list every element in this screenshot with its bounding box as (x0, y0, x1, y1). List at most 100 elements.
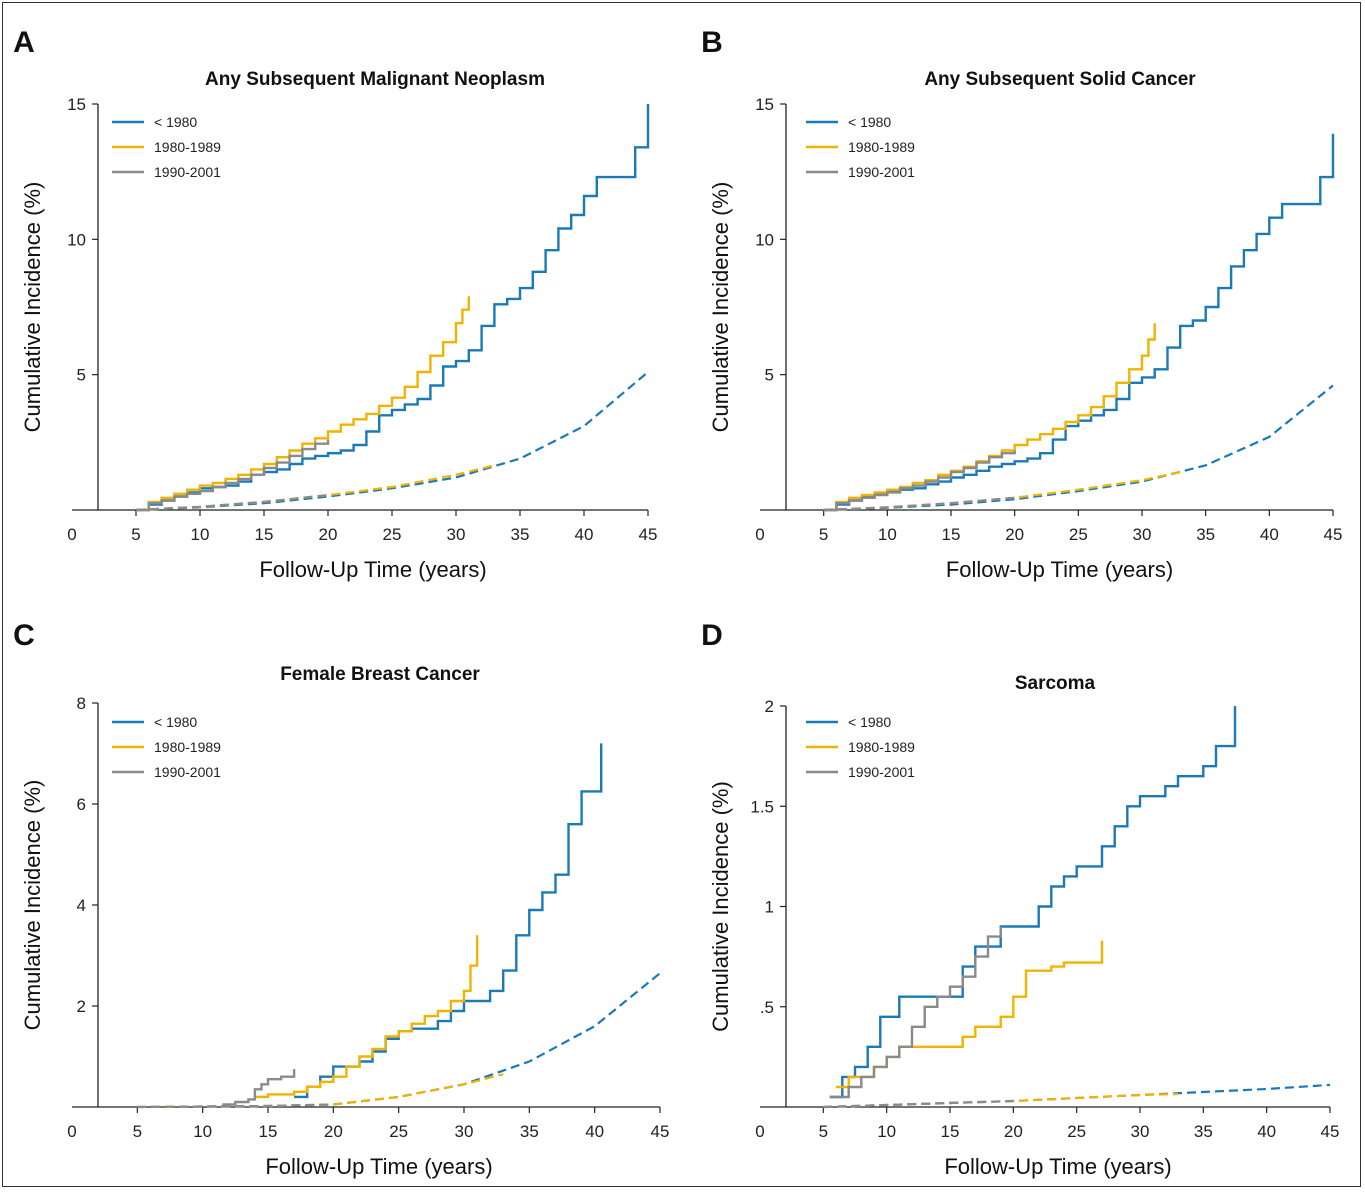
legend-label: < 1980 (154, 714, 197, 730)
x-tick-label: 5 (131, 525, 140, 544)
x-tick-label: 0 (67, 525, 76, 544)
x-tick-label: 35 (1196, 525, 1215, 544)
chart-title: Sarcoma (1015, 673, 1096, 694)
x-tick-label: 15 (942, 525, 961, 544)
panel-a: A Any Subsequent Malignant Neoplasm 0 5 10 15… (13, 26, 657, 582)
y-axis-label: Cumulative Incidence (%) (20, 780, 45, 1031)
x-tick-label: 30 (455, 1122, 474, 1141)
x-tick-label: 30 (1133, 525, 1152, 544)
x-tick-label: 0 (755, 525, 764, 544)
y-tick-label: 4 (77, 896, 86, 915)
x-tick-label: 45 (651, 1122, 670, 1141)
series-line-2 (829, 926, 1002, 1099)
x-tick-label: 5 (819, 1122, 828, 1141)
x-tick-label: 45 (1321, 1122, 1340, 1141)
y-tick-label: 15 (67, 95, 86, 114)
panel-d: D Sarcoma 0 5 10 15 20 25 30 35 40 45 .5 1 1.5 2 Follow-… (701, 619, 1339, 1179)
y-tick-label: 10 (755, 230, 774, 249)
series-line-0 (823, 133, 1335, 512)
x-axis-label: Follow-Up Time (years) (944, 1154, 1171, 1179)
x-tick-label: 25 (1069, 525, 1088, 544)
y-tick-label: 2 (765, 697, 774, 716)
y-tick-label: 10 (67, 230, 86, 249)
x-tick-label: 0 (67, 1122, 76, 1141)
x-tick-label: 20 (324, 1122, 343, 1141)
panel-letter: C (13, 619, 35, 652)
series-line-2 (823, 450, 1016, 512)
series-line-2 (222, 1069, 296, 1106)
expected-line-2 (135, 494, 329, 512)
panel-c: C Female Breast Cancer 0 5 10 15 20 25 30 35 40 45 2… (13, 619, 669, 1179)
chart-title: Any Subsequent Solid Cancer (924, 69, 1196, 90)
legend-label: 1980-1989 (154, 739, 221, 755)
legend-label: 1980-1989 (848, 139, 915, 155)
y-tick-label: 15 (755, 95, 774, 114)
x-tick-label: 35 (1194, 1122, 1213, 1141)
legend-label: < 1980 (848, 114, 891, 130)
x-axis-label: Follow-Up Time (years) (946, 557, 1173, 582)
y-tick-label: 1.5 (750, 797, 774, 816)
x-tick-label: 10 (191, 525, 210, 544)
x-tick-label: 5 (819, 525, 828, 544)
panel-letter: D (701, 619, 723, 652)
chart-title: Female Breast Cancer (280, 664, 480, 685)
x-tick-label: 25 (1067, 1122, 1086, 1141)
y-tick-label: 6 (77, 795, 86, 814)
x-axis-label: Follow-Up Time (years) (259, 557, 486, 582)
x-tick-label: 10 (193, 1122, 212, 1141)
y-tick-label: 5 (77, 366, 86, 385)
x-tick-label: 10 (877, 1122, 896, 1141)
legend-label: < 1980 (154, 114, 197, 130)
x-tick-label: 35 (511, 525, 530, 544)
legend-label: 1980-1989 (848, 739, 915, 755)
x-tick-label: 5 (133, 1122, 142, 1141)
x-tick-label: 20 (1004, 1122, 1023, 1141)
x-axis-label: Follow-Up Time (years) (265, 1154, 492, 1179)
y-axis-label: Cumulative Incidence (%) (708, 781, 733, 1032)
legend-label: 1990-2001 (848, 764, 915, 780)
x-tick-label: 10 (878, 525, 897, 544)
legend-label: 1990-2001 (848, 164, 915, 180)
y-tick-label: .5 (760, 998, 774, 1017)
x-tick-label: 30 (1131, 1122, 1150, 1141)
legend-label: 1990-2001 (154, 764, 221, 780)
legend-label: 1980-1989 (154, 139, 221, 155)
x-tick-label: 20 (1005, 525, 1024, 544)
x-tick-label: 40 (585, 1122, 604, 1141)
x-tick-label: 40 (575, 525, 594, 544)
x-tick-label: 0 (755, 1122, 764, 1141)
series-line-0 (829, 706, 1237, 1099)
expected-line-2 (823, 1099, 1014, 1109)
legend-label: < 1980 (848, 714, 891, 730)
x-tick-label: 35 (520, 1122, 539, 1141)
expected-line-2 (823, 496, 1015, 512)
x-tick-label: 20 (319, 525, 338, 544)
y-axis-label: Cumulative Incidence (%) (708, 182, 733, 433)
x-tick-label: 40 (1257, 1122, 1276, 1141)
x-tick-label: 25 (383, 525, 402, 544)
x-tick-label: 25 (389, 1122, 408, 1141)
y-tick-label: 8 (77, 694, 86, 713)
expected-line-2 (137, 1103, 334, 1109)
x-tick-label: 15 (255, 525, 274, 544)
legend-label: 1990-2001 (154, 164, 221, 180)
panel-letter: B (701, 26, 723, 59)
x-tick-label: 40 (1260, 525, 1279, 544)
y-tick-label: 2 (77, 997, 86, 1016)
panel-letter: A (13, 26, 35, 59)
panel-b: B Any Subsequent Solid Cancer 0 5 10 15 20 25 30… (701, 26, 1342, 582)
x-tick-label: 30 (447, 525, 466, 544)
chart-title: Any Subsequent Malignant Neoplasm (205, 69, 545, 90)
y-axis-label: Cumulative Incidence (%) (20, 182, 45, 433)
x-tick-label: 15 (259, 1122, 278, 1141)
series-line-2 (136, 439, 330, 512)
y-tick-label: 1 (765, 898, 774, 917)
x-tick-label: 15 (941, 1122, 960, 1141)
x-tick-label: 45 (639, 525, 658, 544)
y-tick-label: 5 (765, 366, 774, 385)
series-line-1 (254, 935, 479, 1099)
x-tick-label: 45 (1324, 525, 1343, 544)
